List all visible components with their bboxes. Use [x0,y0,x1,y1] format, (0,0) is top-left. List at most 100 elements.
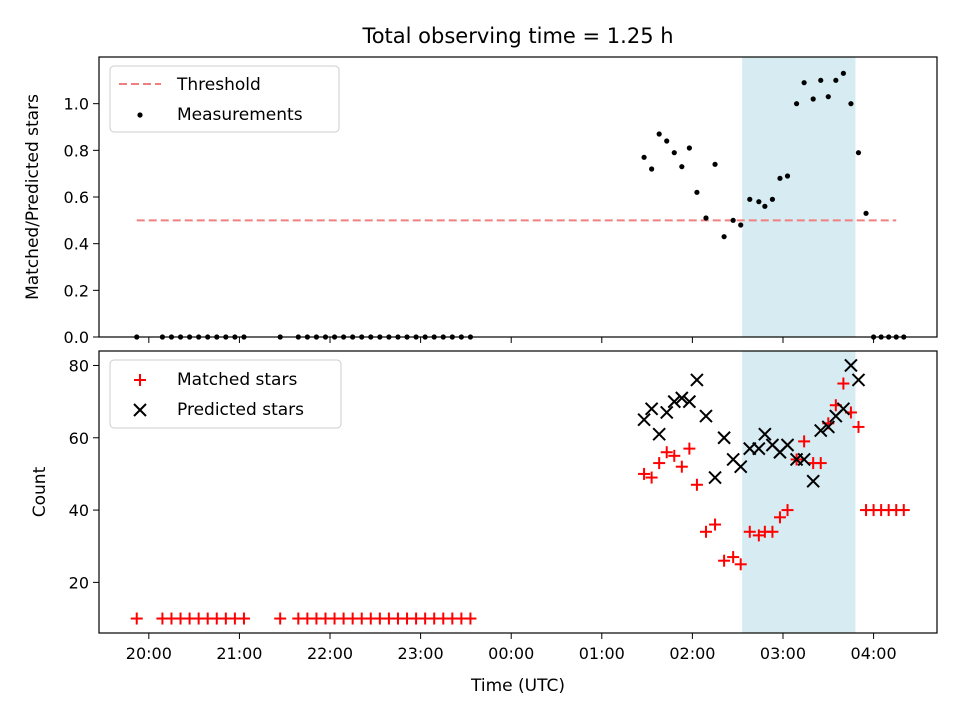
predicted-point [797,452,811,467]
predicted-point [836,402,851,416]
measurement-point [721,234,727,240]
matched-point [237,612,250,625]
legend-measurements-label: Measurements [177,105,303,125]
matched-point [709,518,722,531]
measurement-point [694,189,700,195]
measurement-point [641,154,647,160]
predicted-point [644,402,659,416]
bottom-axes-frame [98,350,938,634]
bottom-y-tick-label: 40 [69,501,89,520]
predicted-point [667,394,681,409]
predicted-points [637,358,866,488]
measurement-point [801,80,807,86]
matched-point [660,446,673,459]
matched-point [690,478,703,491]
matched-point [675,460,688,473]
measurement-point [863,210,869,216]
measurement-point [703,215,709,221]
predicted-point [844,358,858,373]
predicted-point [699,409,713,423]
matched-point [727,551,740,564]
measurement-point [756,199,762,205]
x-tick-label: 01:00 [579,644,625,663]
bottom-y-tick-label: 60 [69,429,89,448]
predicted-point [717,431,731,445]
measurement-point [679,164,685,170]
matched-point [814,457,827,470]
predicted-point [780,438,795,452]
matched-point [718,554,731,567]
bottom-y-tick-label: 80 [69,356,89,375]
matched-point [773,511,786,524]
x-tick-label: 22:00 [307,644,353,663]
legend-predicted-label: Predicted stars [177,400,304,420]
x-tick-label: 04:00 [851,644,897,663]
matched-point [752,529,765,542]
measurement-point [818,77,824,83]
top-shade-span [742,57,856,337]
x-axis-label: Time (UTC) [470,676,565,696]
predicted-point [660,405,674,420]
matched-point [645,471,658,484]
measurement-point [730,217,736,223]
matched-point [638,467,651,480]
legend-predicted-swatch [133,403,147,417]
predicted-point [675,391,689,405]
matched-point [653,457,666,470]
top-y-tick-label: 0.4 [64,235,89,254]
matched-point [781,504,794,517]
matched-point [837,377,850,390]
measurement-point [848,101,854,107]
x-tick-label: 20:00 [126,644,172,663]
legend-measurements-swatch [137,112,143,118]
x-tick-label: 00:00 [488,644,534,663]
predicted-point [637,412,651,427]
matched-point [130,612,143,625]
x-tick-label: 02:00 [669,644,715,663]
x-tick-label: 21:00 [216,644,262,663]
bottom-panel: 20 40 60 80 20:00 21:00 22:00 23:00 00:00 01:00 0… [30,350,938,696]
measurement-point [784,173,791,179]
predicted-point [752,441,766,456]
predicted-point [814,423,828,438]
measurement-point [686,145,692,151]
predicted-point [821,420,835,434]
matched-point [699,525,712,538]
predicted-point [758,427,772,441]
top-axes-frame [98,56,938,338]
measurement-point [769,196,776,202]
top-y-tick-label: 0.2 [64,281,89,300]
predicted-point [734,459,748,474]
legend-matched-swatch [134,374,146,386]
bottom-legend-box [109,359,342,429]
top-y-axis: 0.0 0.2 0.4 0.6 0.8 1.0 [64,95,99,347]
measurement-point [855,150,862,156]
matched-point [464,612,477,625]
matched-point [274,612,287,625]
measurement-point [747,196,753,202]
matched-point [734,558,747,571]
measurement-point [777,175,783,181]
legend-matched-label: Matched stars [177,370,297,390]
measurement-point [825,94,831,100]
matched-point [766,525,779,538]
legend-threshold-label: Threshold [176,75,261,95]
chart-title: Total observing time = 1.25 h [361,24,673,48]
matched-point [668,449,681,462]
measurement-point [762,203,768,209]
matched-point [897,504,910,517]
top-x-ticks [148,337,875,343]
bottom-y-axis: 20 40 60 80 [69,356,99,592]
top-y-tick-label: 0.8 [64,141,89,160]
predicted-point [708,470,722,485]
measurement-point [671,150,677,156]
measurement-point [840,70,846,76]
measurement-point [793,101,800,107]
top-y-tick-label: 0.6 [64,188,89,207]
measurement-point [810,96,816,102]
x-tick-label: 23:00 [398,644,444,663]
predicted-point [682,394,697,409]
bottom-y-label: Count [30,466,50,517]
measurement-point [656,131,662,137]
